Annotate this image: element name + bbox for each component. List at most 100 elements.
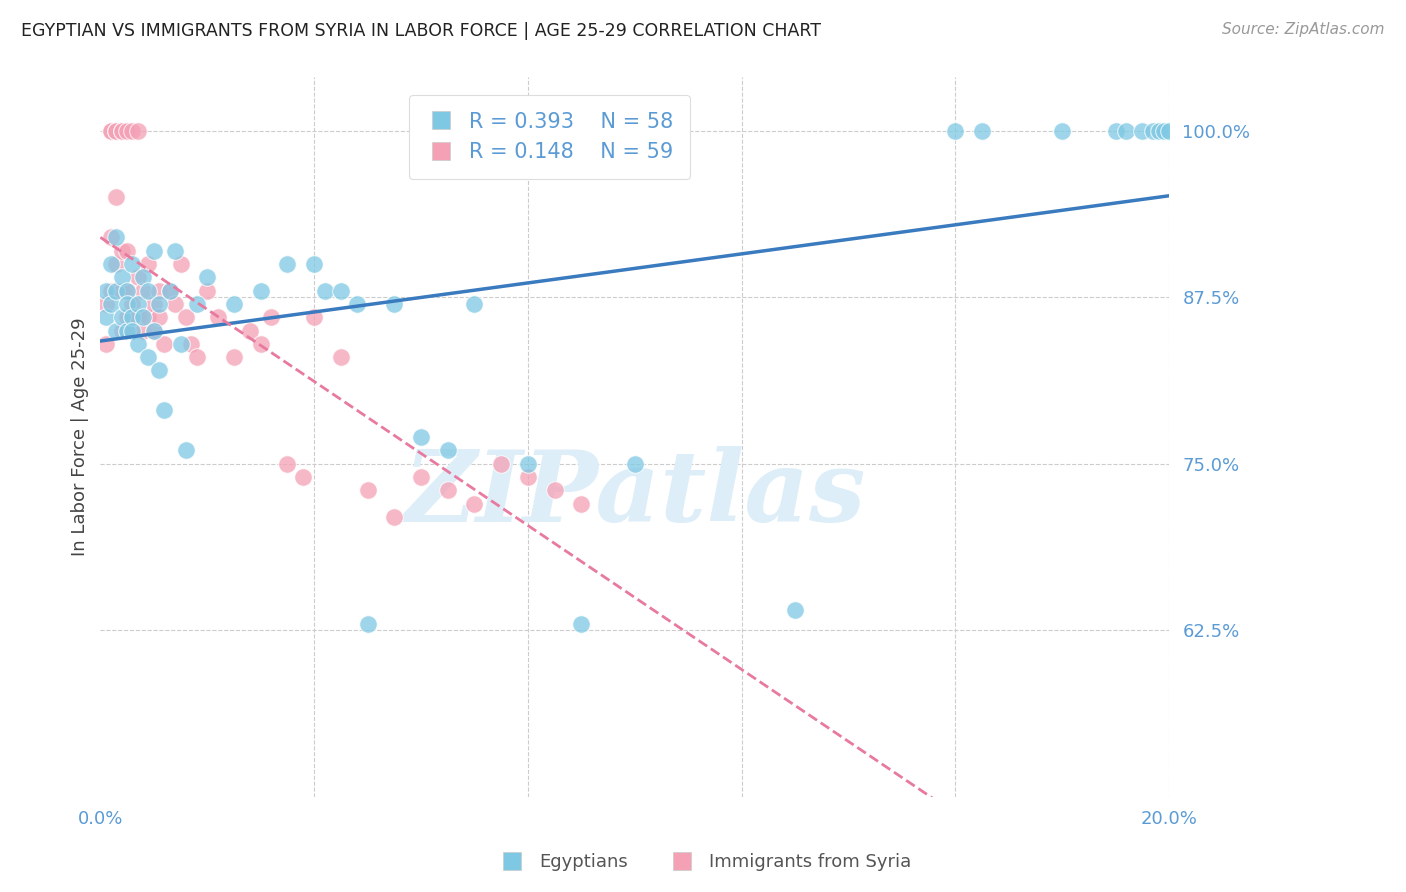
Legend: Egyptians, Immigrants from Syria: Egyptians, Immigrants from Syria: [486, 847, 920, 879]
Legend: R = 0.393    N = 58, R = 0.148    N = 59: R = 0.393 N = 58, R = 0.148 N = 59: [409, 95, 690, 178]
Point: [169, 257, 191, 271]
Point: [159, 284, 181, 298]
Point: [1132, 124, 1154, 138]
Point: [105, 230, 128, 244]
Point: [121, 124, 143, 138]
Point: [105, 190, 128, 204]
Point: [100, 230, 122, 244]
Point: [569, 616, 592, 631]
Point: [409, 470, 432, 484]
Point: [111, 310, 134, 325]
Point: [100, 124, 122, 138]
Point: [1147, 124, 1170, 138]
Point: [121, 324, 143, 338]
Point: [148, 284, 170, 298]
Point: [132, 270, 155, 285]
Point: [132, 284, 155, 298]
Point: [138, 284, 160, 298]
Point: [972, 124, 994, 138]
Point: [100, 297, 122, 311]
Point: [1153, 124, 1175, 138]
Point: [543, 483, 565, 498]
Point: [127, 336, 149, 351]
Point: [153, 403, 176, 417]
Point: [1115, 124, 1137, 138]
Point: [115, 324, 138, 338]
Point: [222, 350, 245, 364]
Point: [148, 363, 170, 377]
Text: EGYPTIAN VS IMMIGRANTS FROM SYRIA IN LABOR FORCE | AGE 25-29 CORRELATION CHART: EGYPTIAN VS IMMIGRANTS FROM SYRIA IN LAB…: [21, 22, 821, 40]
Point: [111, 124, 134, 138]
Point: [195, 284, 218, 298]
Point: [165, 244, 187, 258]
Point: [239, 324, 262, 338]
Point: [1142, 124, 1164, 138]
Point: [132, 324, 155, 338]
Point: [127, 297, 149, 311]
Point: [463, 297, 485, 311]
Point: [142, 324, 165, 338]
Point: [186, 297, 208, 311]
Point: [100, 284, 122, 298]
Point: [174, 310, 197, 325]
Point: [1105, 124, 1128, 138]
Point: [945, 124, 967, 138]
Point: [111, 284, 134, 298]
Point: [148, 310, 170, 325]
Point: [94, 284, 117, 298]
Point: [169, 336, 191, 351]
Point: [785, 603, 807, 617]
Text: ZIPatlas: ZIPatlas: [404, 446, 866, 543]
Point: [111, 124, 134, 138]
Point: [115, 297, 138, 311]
Point: [329, 284, 352, 298]
Point: [111, 244, 134, 258]
Point: [276, 257, 298, 271]
Point: [132, 310, 155, 325]
Point: [302, 310, 325, 325]
Point: [436, 443, 458, 458]
Point: [207, 310, 229, 325]
Point: [569, 497, 592, 511]
Point: [127, 124, 149, 138]
Point: [292, 470, 315, 484]
Point: [436, 483, 458, 498]
Point: [153, 336, 176, 351]
Text: Source: ZipAtlas.com: Source: ZipAtlas.com: [1222, 22, 1385, 37]
Point: [127, 270, 149, 285]
Point: [105, 124, 128, 138]
Point: [249, 336, 271, 351]
Point: [249, 284, 271, 298]
Point: [121, 257, 143, 271]
Point: [115, 284, 138, 298]
Point: [138, 310, 160, 325]
Point: [356, 616, 378, 631]
Point: [127, 310, 149, 325]
Point: [463, 497, 485, 511]
Point: [138, 257, 160, 271]
Point: [409, 430, 432, 444]
Point: [165, 297, 187, 311]
Point: [195, 270, 218, 285]
Point: [115, 124, 138, 138]
Point: [356, 483, 378, 498]
Point: [94, 336, 117, 351]
Point: [329, 350, 352, 364]
Point: [121, 310, 143, 325]
Point: [105, 257, 128, 271]
Point: [346, 297, 368, 311]
Point: [516, 457, 538, 471]
Point: [111, 324, 134, 338]
Point: [94, 310, 117, 325]
Point: [142, 244, 165, 258]
Point: [105, 124, 128, 138]
Point: [115, 244, 138, 258]
Point: [1159, 124, 1181, 138]
Point: [111, 270, 134, 285]
Point: [105, 324, 128, 338]
Point: [115, 284, 138, 298]
Point: [382, 510, 405, 524]
Point: [142, 297, 165, 311]
Point: [516, 470, 538, 484]
Point: [94, 297, 117, 311]
